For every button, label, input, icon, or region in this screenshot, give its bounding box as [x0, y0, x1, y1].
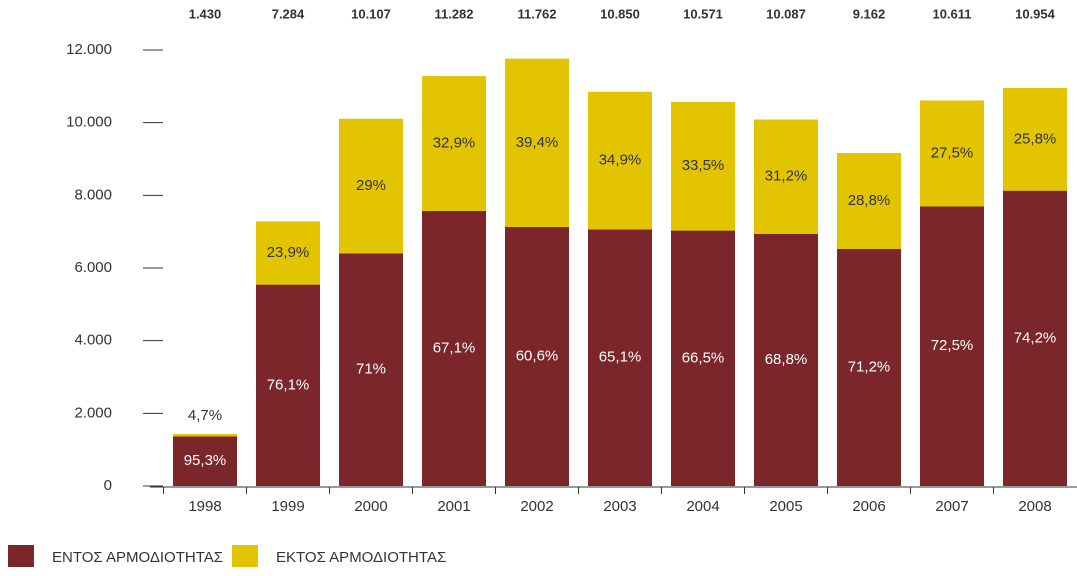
x-tick-label: 2006: [852, 498, 885, 515]
share-label: 65,1%: [599, 349, 642, 366]
x-tick-label: 2002: [520, 498, 553, 515]
share-label: 71%: [356, 361, 386, 378]
bar-segment: [588, 91, 652, 230]
share-label: 28,8%: [848, 192, 891, 209]
x-tick-label: 2000: [354, 498, 387, 515]
share-label: 33,5%: [682, 157, 725, 174]
share-label: 71,2%: [848, 358, 891, 375]
share-label: 72,5%: [931, 337, 974, 354]
y-tick-label: 10.000: [66, 114, 112, 131]
y-tick-label: 0: [104, 477, 112, 494]
share-label: 68,8%: [765, 351, 808, 368]
bar-segment: [256, 284, 320, 486]
total-label: 11.282: [434, 6, 473, 21]
x-tick-label: 1999: [271, 498, 304, 515]
bar-segment: [837, 248, 901, 486]
bar-segment: [671, 230, 735, 486]
share-label: 66,5%: [682, 349, 725, 366]
y-tick-label: 12.000: [66, 41, 112, 58]
total-label: 1.430: [189, 6, 222, 21]
bar-segment: [505, 58, 569, 228]
x-tick-label: 2008: [1018, 498, 1051, 515]
x-tick-label: 2004: [686, 498, 719, 515]
share-label: 60,6%: [516, 347, 559, 364]
x-tick-label: 2003: [603, 498, 636, 515]
share-label: 32,9%: [433, 134, 476, 151]
bar-segment: [920, 100, 984, 207]
bar-segment: [173, 434, 237, 437]
bar-segment: [837, 153, 901, 249]
bar-segment: [1003, 88, 1067, 191]
share-label: 29%: [356, 177, 386, 194]
y-tick-label: 4.000: [74, 332, 112, 349]
bar-segment: [920, 206, 984, 486]
share-label: 39,4%: [516, 134, 559, 151]
share-label: 27,5%: [931, 144, 974, 161]
share-label: 25,8%: [1014, 130, 1057, 147]
bar-segment: [505, 227, 569, 487]
total-label: 10.611: [932, 6, 971, 21]
total-label: 10.954: [1015, 6, 1056, 21]
bar-segment: [754, 119, 818, 234]
share-label: 95,3%: [184, 452, 227, 469]
bar-segment: [754, 233, 818, 486]
share-label: 4,7%: [188, 407, 222, 424]
y-tick-label: 8.000: [74, 186, 112, 203]
x-tick-label: 2007: [935, 498, 968, 515]
bar-segment: [1003, 190, 1067, 486]
total-label: 10.850: [600, 6, 640, 21]
total-label: 9.162: [853, 6, 886, 21]
share-label: 23,9%: [267, 244, 310, 261]
legend-label: ΕΚΤΟΣ ΑΡΜΟΔΙΟΤΗΤΑΣ: [276, 549, 446, 566]
legend-label: ΕΝΤΟΣ ΑΡΜΟΔΙΟΤΗΤΑΣ: [52, 549, 223, 566]
x-tick-label: 1998: [188, 498, 221, 515]
bar-segment: [422, 210, 486, 486]
share-label: 34,9%: [599, 152, 642, 169]
bar-segment: [671, 101, 735, 231]
total-label: 10.571: [683, 6, 723, 21]
bar-segment: [256, 221, 320, 285]
legend-swatch: [232, 545, 258, 567]
total-label: 11.762: [517, 6, 556, 21]
share-label: 76,1%: [267, 376, 310, 393]
share-label: 74,2%: [1014, 329, 1057, 346]
total-label: 10.107: [351, 6, 391, 21]
bar-segment: [422, 76, 486, 211]
x-tick-label: 2001: [437, 498, 470, 515]
total-label: 10.087: [766, 6, 806, 21]
y-tick-label: 6.000: [74, 259, 112, 276]
bar-segment: [339, 253, 403, 486]
total-label: 7.284: [272, 6, 305, 21]
bar-segment: [588, 229, 652, 486]
bar-segment: [339, 118, 403, 254]
bar-segment: [173, 436, 237, 486]
share-label: 31,2%: [765, 168, 808, 185]
x-tick-label: 2005: [769, 498, 802, 515]
share-label: 67,1%: [433, 339, 476, 356]
legend-swatch: [8, 545, 34, 567]
y-tick-label: 2.000: [74, 404, 112, 421]
